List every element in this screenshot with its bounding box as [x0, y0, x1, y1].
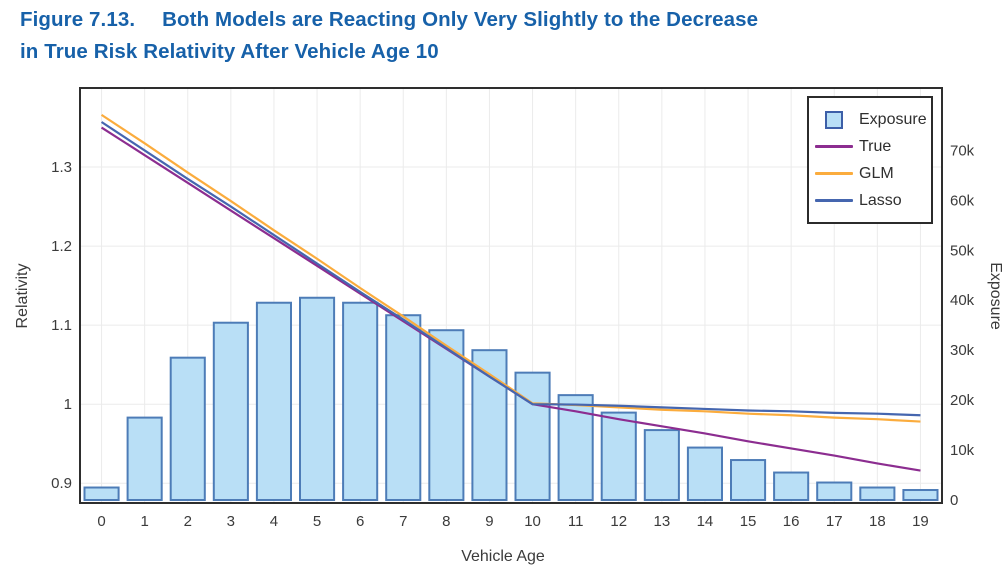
exposure-bar-age-0: [83, 486, 120, 502]
lasso-swatch-mark: [815, 199, 853, 202]
right-axis-tick-label: 20k: [950, 392, 975, 409]
right-axis-tick-label: 0: [950, 492, 958, 509]
lasso-swatch: [813, 199, 859, 202]
right-axis-tick-label: 30k: [950, 342, 975, 359]
exposure-bar-age-15: [730, 459, 767, 502]
x-axis-tick-label: 0: [97, 513, 105, 530]
left-axis-tick-label: 1.1: [51, 317, 72, 334]
exposure-bar-age-2: [169, 356, 206, 502]
exposure-swatch: [813, 110, 859, 129]
right-axis-tick-label: 60k: [950, 192, 975, 209]
exposure-bar-age-9: [471, 349, 508, 502]
left-axis-tick-label: 1.3: [51, 159, 72, 176]
legend-label-exposure: Exposure: [859, 110, 927, 128]
x-axis-tick-label: 19: [912, 513, 929, 530]
exposure-bar-age-10: [514, 371, 551, 502]
x-axis-tick-label: 7: [399, 513, 407, 530]
right-axis-tick-label: 10k: [950, 442, 975, 459]
x-axis-tick-label: 9: [485, 513, 493, 530]
true-swatch: [813, 145, 859, 148]
lasso-line: [100, 121, 921, 417]
true-swatch-mark: [815, 145, 853, 148]
legend-label-lasso: Lasso: [859, 191, 902, 209]
exposure-bar-age-6: [342, 301, 379, 502]
figure-title-text-2: in True Risk Relativity After Vehicle Ag…: [20, 40, 439, 63]
x-axis-tick-label: 18: [869, 513, 886, 530]
figure-number-label: Figure 7.13.: [20, 8, 136, 31]
exposure-bar-age-3: [212, 321, 249, 502]
exposure-bar-age-4: [255, 301, 292, 502]
legend-item-exposure: Exposure: [813, 106, 931, 133]
exposure-bar-age-5: [299, 296, 336, 502]
exposure-bar-age-7: [385, 314, 422, 502]
x-axis-tick-label: 3: [227, 513, 235, 530]
right-axis-tick-label: 50k: [950, 242, 975, 259]
exposure-bar-age-14: [686, 446, 724, 502]
exposure-bar-age-1: [126, 416, 163, 502]
right-axis-title: Exposure: [987, 262, 1004, 330]
exposure-bar-age-18: [859, 486, 896, 502]
x-axis-tick-label: 17: [826, 513, 843, 530]
x-axis-tick-label: 5: [313, 513, 321, 530]
exposure-bar-age-16: [773, 471, 810, 502]
left-axis-tick-label: 0.9: [51, 475, 72, 492]
legend-item-lasso: Lasso: [813, 187, 931, 214]
legend-item-glm: GLM: [813, 160, 931, 187]
x-axis-tick-label: 6: [356, 513, 364, 530]
x-axis-tick-label: 4: [270, 513, 278, 530]
exposure-bar-age-17: [816, 481, 853, 502]
exposure-bar-age-12: [600, 411, 637, 502]
x-axis-tick-label: 8: [442, 513, 450, 530]
legend-label-glm: GLM: [859, 164, 894, 182]
x-axis-tick-label: 14: [697, 513, 714, 530]
figure-title-line-1: Figure 7.13. Both Models are Reacting Onl…: [20, 4, 990, 36]
exposure-bar-age-13: [643, 429, 680, 502]
x-axis-tick-label: 11: [568, 513, 584, 530]
glm-swatch: [813, 172, 859, 175]
exposure-bar-age-19: [902, 489, 939, 502]
legend-item-true: True: [813, 133, 931, 160]
exposure-bar-age-8: [428, 329, 465, 502]
x-axis-tick-label: 2: [184, 513, 192, 530]
x-axis-tick-label: 13: [654, 513, 671, 530]
chart-legend: Exposure True GLM Lasso: [807, 96, 933, 224]
exposure-swatch-mark: [825, 110, 843, 129]
left-axis-tick-label: 1.2: [51, 238, 72, 255]
right-axis-tick-label: 40k: [950, 292, 975, 309]
glm-line: [100, 113, 921, 423]
figure-title-text-1: Both Models are Reacting Only Very Sligh…: [162, 8, 759, 31]
legend-label-true: True: [859, 137, 892, 155]
plot-border: [79, 87, 943, 504]
left-axis-title: Relativity: [14, 264, 31, 329]
right-axis-tick-label: 70k: [950, 142, 975, 159]
glm-swatch-mark: [815, 172, 853, 175]
x-axis-tick-label: 15: [740, 513, 757, 530]
x-axis-title: Vehicle Age: [461, 548, 545, 565]
x-axis-tick-label: 10: [524, 513, 541, 530]
x-axis-tick-label: 16: [783, 513, 800, 530]
x-axis-tick-label: 1: [140, 513, 148, 530]
figure-title: Figure 7.13. Both Models are Reacting Onl…: [20, 4, 990, 68]
left-axis-tick-label: 1: [64, 396, 72, 413]
x-axis-tick-label: 12: [610, 513, 627, 530]
